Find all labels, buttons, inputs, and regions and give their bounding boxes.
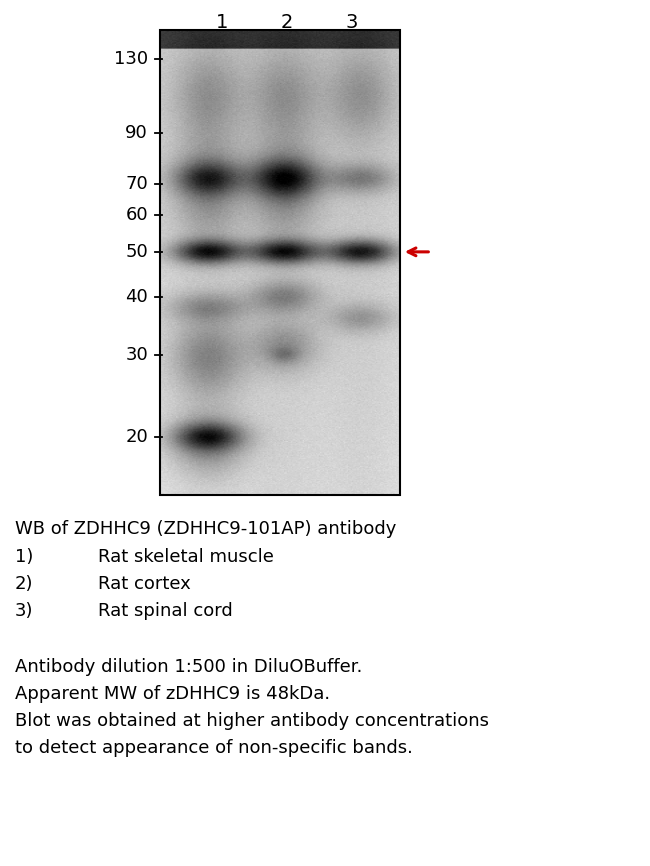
Bar bbox=[160, 30, 400, 495]
Text: Apparent MW of zDHHC9 is 48kDa.: Apparent MW of zDHHC9 is 48kDa. bbox=[15, 685, 330, 703]
Text: WB of ZDHHC9 (ZDHHC9-101AP) antibody: WB of ZDHHC9 (ZDHHC9-101AP) antibody bbox=[15, 520, 396, 538]
Text: 70: 70 bbox=[125, 175, 148, 193]
Text: 50: 50 bbox=[125, 242, 148, 261]
Text: 130: 130 bbox=[114, 50, 148, 68]
Text: 30: 30 bbox=[125, 346, 148, 364]
Text: to detect appearance of non-specific bands.: to detect appearance of non-specific ban… bbox=[15, 739, 413, 757]
Text: 3): 3) bbox=[15, 602, 34, 620]
Text: Rat spinal cord: Rat spinal cord bbox=[75, 602, 233, 620]
Text: 20: 20 bbox=[125, 428, 148, 446]
Text: 60: 60 bbox=[125, 206, 148, 224]
Text: Rat skeletal muscle: Rat skeletal muscle bbox=[75, 548, 274, 566]
Text: 1): 1) bbox=[15, 548, 33, 566]
Text: 2): 2) bbox=[15, 575, 34, 593]
Text: 3: 3 bbox=[346, 12, 358, 31]
Text: 90: 90 bbox=[125, 124, 148, 142]
Text: Blot was obtained at higher antibody concentrations: Blot was obtained at higher antibody con… bbox=[15, 712, 489, 730]
Text: Rat cortex: Rat cortex bbox=[75, 575, 190, 593]
Text: 2: 2 bbox=[281, 12, 293, 31]
Text: Antibody dilution 1:500 in DiluOBuffer.: Antibody dilution 1:500 in DiluOBuffer. bbox=[15, 658, 363, 676]
Text: 40: 40 bbox=[125, 288, 148, 306]
Text: 1: 1 bbox=[216, 12, 228, 31]
